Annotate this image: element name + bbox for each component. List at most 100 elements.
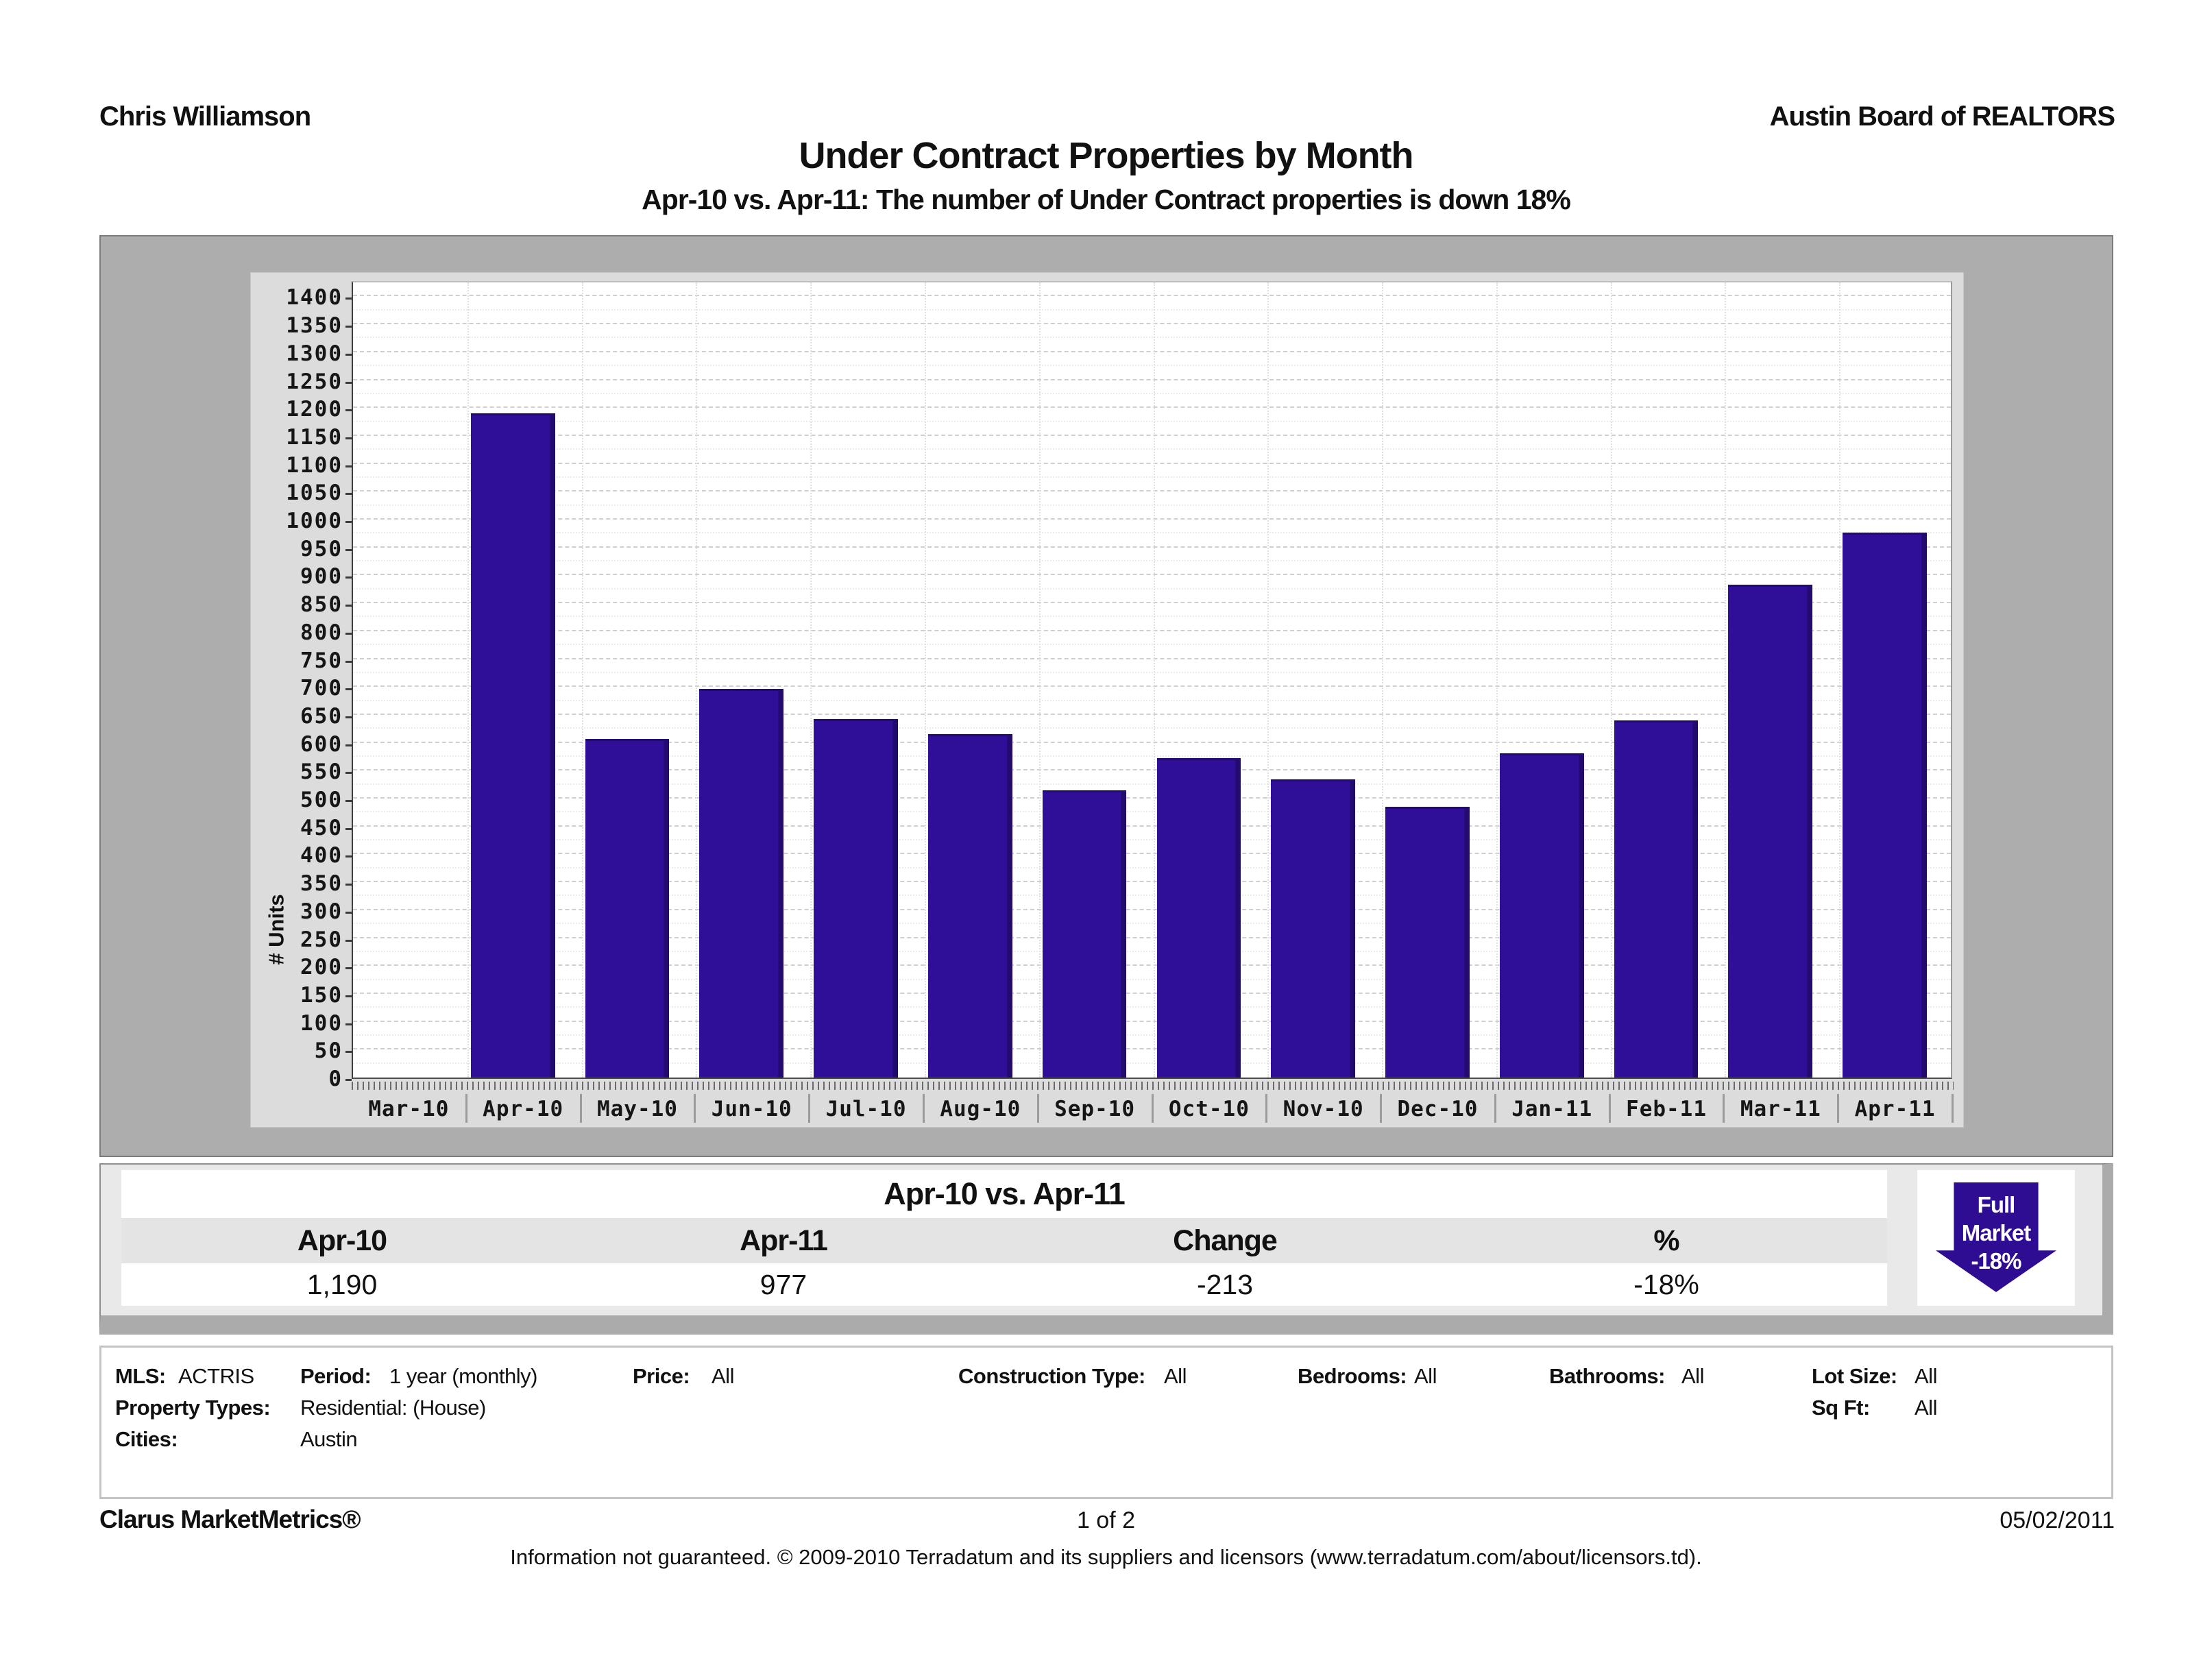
- x-tick-separator: [1036, 1094, 1039, 1123]
- y-tick-label: 800: [300, 620, 343, 645]
- bar-Jun-10: [699, 688, 784, 1078]
- gridline: [353, 560, 1951, 562]
- bar-Jul-10: [814, 719, 898, 1078]
- y-tick-mark: [345, 1023, 352, 1025]
- gridline: [353, 1034, 1951, 1036]
- y-tick-mark: [345, 465, 352, 467]
- criteria-value: Residential: (House): [300, 1396, 486, 1420]
- chart-container: # Units 0 50 100 150 200 250 300 350 400 450 500 55…: [99, 235, 2113, 1157]
- x-tick-separator: [1608, 1094, 1611, 1123]
- gridline: [353, 713, 1951, 715]
- vertical-gridline: [581, 282, 583, 1078]
- gridline: [353, 699, 1951, 701]
- x-tick-separator: [1494, 1094, 1496, 1123]
- vertical-gridline: [1382, 282, 1384, 1078]
- page-subtitle: Apr-10 vs. Apr-11: The number of Under C…: [642, 184, 1571, 215]
- x-tick-label: Oct-10: [1168, 1097, 1250, 1121]
- x-tick-label: Aug-10: [940, 1097, 1021, 1121]
- criteria-value: All: [1681, 1364, 1704, 1388]
- gridline: [353, 908, 1951, 910]
- criteria-label: Price:: [633, 1364, 690, 1388]
- gridline: [353, 365, 1951, 367]
- gridline: [353, 950, 1951, 952]
- y-tick-mark: [345, 772, 352, 775]
- y-tick-label: 750: [300, 648, 343, 673]
- criteria-label: Period:: [300, 1364, 372, 1388]
- y-tick-label: 900: [300, 564, 343, 589]
- plot-area: [352, 281, 1952, 1079]
- y-tick-mark: [345, 827, 352, 830]
- gridline: [353, 518, 1951, 520]
- board-name: Austin Board of REALTORS: [1769, 101, 2115, 132]
- gridline: [353, 602, 1951, 604]
- gridline: [353, 1048, 1951, 1050]
- y-tick-label: 450: [300, 815, 343, 840]
- criteria-label: Cities:: [115, 1427, 178, 1451]
- vertical-gridline: [467, 282, 469, 1078]
- x-tick-separator: [1952, 1094, 1954, 1123]
- criteria-value: Austin: [300, 1427, 358, 1451]
- y-tick-mark: [345, 353, 352, 356]
- bar-May-10: [585, 738, 670, 1078]
- summary-col-header: Apr-10: [297, 1224, 387, 1257]
- vertical-gridline: [1839, 282, 1841, 1078]
- y-tick-mark: [345, 632, 352, 635]
- footer-date: 05/02/2011: [2000, 1507, 2115, 1533]
- bar-Jan-11: [1499, 753, 1584, 1078]
- y-tick-label: 650: [300, 703, 343, 729]
- y-tick-label: 100: [300, 1010, 343, 1036]
- gridline: [353, 644, 1951, 646]
- y-tick-mark: [345, 493, 352, 496]
- x-tick-label: May-10: [596, 1097, 678, 1121]
- bar-Apr-11: [1843, 532, 1927, 1078]
- criteria-label: MLS:: [115, 1364, 166, 1388]
- gridline: [353, 825, 1951, 827]
- gridline: [353, 574, 1951, 576]
- footer-brand: Clarus MarketMetrics®: [99, 1505, 361, 1533]
- gridline: [353, 448, 1951, 450]
- criteria-label: Property Types:: [115, 1396, 271, 1420]
- summary-table: Apr-10 vs. Apr-11 Apr-10 Apr-11 Change %…: [121, 1170, 1887, 1306]
- gridline: [353, 992, 1951, 994]
- gridline: [353, 964, 1951, 966]
- y-tick-mark: [345, 855, 352, 858]
- gridline: [353, 811, 1951, 813]
- summary-value: -213: [1196, 1268, 1254, 1300]
- y-tick-mark: [345, 911, 352, 914]
- y-tick-mark: [345, 939, 352, 942]
- y-tick-label: 1350: [286, 313, 343, 339]
- criteria-label: Bathrooms:: [1549, 1364, 1665, 1388]
- gridline: [353, 295, 1951, 297]
- gridline: [353, 629, 1951, 631]
- y-tick-mark: [345, 297, 352, 300]
- x-tick-label: Nov-10: [1283, 1097, 1364, 1121]
- badge-line: Market: [1961, 1220, 2031, 1245]
- criteria-value: All: [712, 1364, 734, 1388]
- gridline: [353, 406, 1951, 409]
- y-tick-mark: [345, 548, 352, 551]
- y-tick-label: 50: [314, 1038, 343, 1064]
- y-tick-mark: [345, 605, 352, 607]
- vertical-gridline: [1610, 282, 1612, 1078]
- bar-Sep-10: [1042, 790, 1127, 1078]
- bar-Nov-10: [1271, 779, 1356, 1078]
- criteria-label: Lot Size:: [1812, 1364, 1897, 1388]
- y-tick-label: 850: [300, 592, 343, 618]
- x-tick-separator: [694, 1094, 696, 1123]
- y-tick-mark: [345, 995, 352, 997]
- y-tick-label: 1000: [286, 509, 343, 533]
- x-tick-label: Apr-10: [483, 1097, 564, 1121]
- y-tick-mark: [345, 1051, 352, 1054]
- y-tick-label: 200: [300, 955, 343, 980]
- y-tick-mark: [345, 884, 352, 886]
- gridline: [353, 323, 1951, 325]
- y-tick-mark: [345, 326, 352, 328]
- y-tick-label: 600: [300, 731, 343, 757]
- gridline: [353, 866, 1951, 868]
- gridline: [353, 378, 1951, 380]
- x-tick-separator: [922, 1094, 925, 1123]
- bar-Apr-10: [470, 413, 555, 1078]
- y-tick-mark: [345, 1079, 352, 1081]
- vertical-gridline: [924, 282, 926, 1078]
- x-tick-label: Jun-10: [711, 1097, 792, 1121]
